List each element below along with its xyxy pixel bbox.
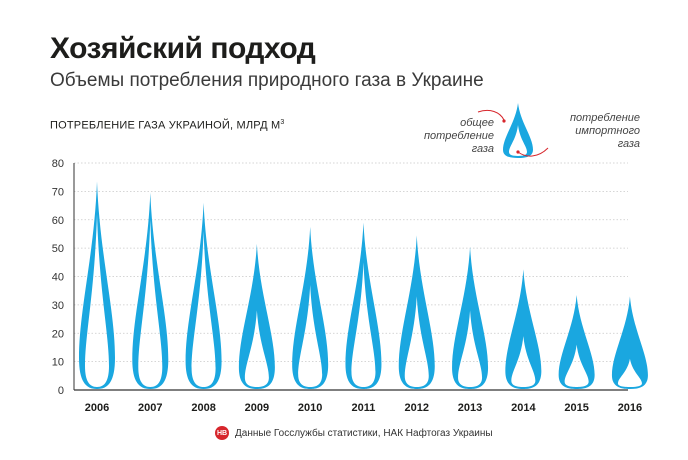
y-tick-label: 40 bbox=[52, 272, 64, 284]
source-note: НВ Данные Госслужбы статистики, НАК Нафт… bbox=[215, 426, 493, 440]
y-tick-label: 0 bbox=[58, 385, 64, 397]
legend-flame-icon bbox=[477, 103, 549, 158]
flame-2010 bbox=[292, 226, 329, 389]
flame-2007 bbox=[132, 192, 169, 389]
x-tick-label: 2015 bbox=[564, 402, 588, 414]
x-tick-label: 2016 bbox=[618, 402, 642, 414]
page-title: Хозяйский подход bbox=[50, 32, 316, 65]
y-tick-label: 60 bbox=[52, 215, 64, 227]
flame-2014 bbox=[505, 269, 542, 389]
flame-2008 bbox=[185, 202, 222, 389]
flame-2011 bbox=[345, 222, 382, 389]
flame-2015 bbox=[558, 294, 595, 389]
x-tick-label: 2014 bbox=[511, 402, 536, 414]
x-tick-label: 2008 bbox=[191, 402, 215, 414]
flame-2006 bbox=[79, 181, 115, 389]
flame-2013 bbox=[452, 246, 489, 389]
legend-total-line3: газа bbox=[471, 143, 494, 155]
x-tick-label: 2011 bbox=[352, 402, 376, 414]
flame-2009 bbox=[238, 243, 275, 389]
legend-total-line2: потребление bbox=[423, 130, 494, 142]
y-tick-label: 50 bbox=[52, 243, 64, 255]
y-tick-labels: 0 10 20 30 40 50 60 70 80 bbox=[52, 158, 64, 397]
y-tick-label: 30 bbox=[52, 300, 64, 312]
y-tick-label: 10 bbox=[52, 357, 64, 369]
y-tick-label: 70 bbox=[52, 186, 64, 198]
y-axis-title: ПОТРЕБЛЕНИЕ ГАЗА УКРАИНОЙ, МЛРД М3 bbox=[50, 119, 284, 132]
legend-import-line1: потребление bbox=[569, 112, 640, 124]
source-text: Данные Госслужбы статистики, НАК Нафтога… bbox=[235, 427, 493, 439]
legend-total-line1: общее bbox=[460, 117, 494, 129]
x-tick-label: 2010 bbox=[298, 402, 322, 414]
legend-arrow-right-dot bbox=[516, 150, 520, 154]
y-tick-label: 80 bbox=[52, 158, 64, 170]
flames bbox=[79, 181, 648, 389]
legend-import-line2: импортного bbox=[575, 125, 640, 137]
legend-import-label: потребление импортного газа bbox=[550, 112, 640, 151]
y-tick-label: 20 bbox=[52, 328, 64, 340]
x-tick-label: 2007 bbox=[138, 402, 162, 414]
x-tick-label: 2013 bbox=[458, 402, 482, 414]
legend-arrow-left-dot bbox=[502, 119, 506, 123]
page-subtitle: Объемы потребления природного газа в Укр… bbox=[50, 70, 484, 91]
nv-logo: НВ bbox=[215, 426, 229, 440]
legend-flame-shape bbox=[503, 103, 533, 158]
x-tick-label: 2006 bbox=[85, 402, 109, 414]
x-tick-labels: 2006 2007 2008 2009 2010 2011 2012 2013 2014 2015… bbox=[85, 402, 642, 414]
x-tick-label: 2009 bbox=[245, 402, 269, 414]
legend-total-label: общее потребление газа bbox=[398, 117, 494, 156]
legend-import-line3: газа bbox=[617, 138, 640, 150]
y-axis-title-superscript: 3 bbox=[280, 119, 285, 126]
legend-arrow-left bbox=[477, 109, 505, 121]
x-tick-label: 2012 bbox=[405, 402, 429, 414]
y-axis-title-text: ПОТРЕБЛЕНИЕ ГАЗА УКРАИНОЙ, МЛРД М bbox=[50, 119, 281, 132]
flame-2016 bbox=[611, 296, 648, 389]
flame-2012 bbox=[398, 235, 435, 389]
legend-arrow-right bbox=[517, 147, 549, 157]
